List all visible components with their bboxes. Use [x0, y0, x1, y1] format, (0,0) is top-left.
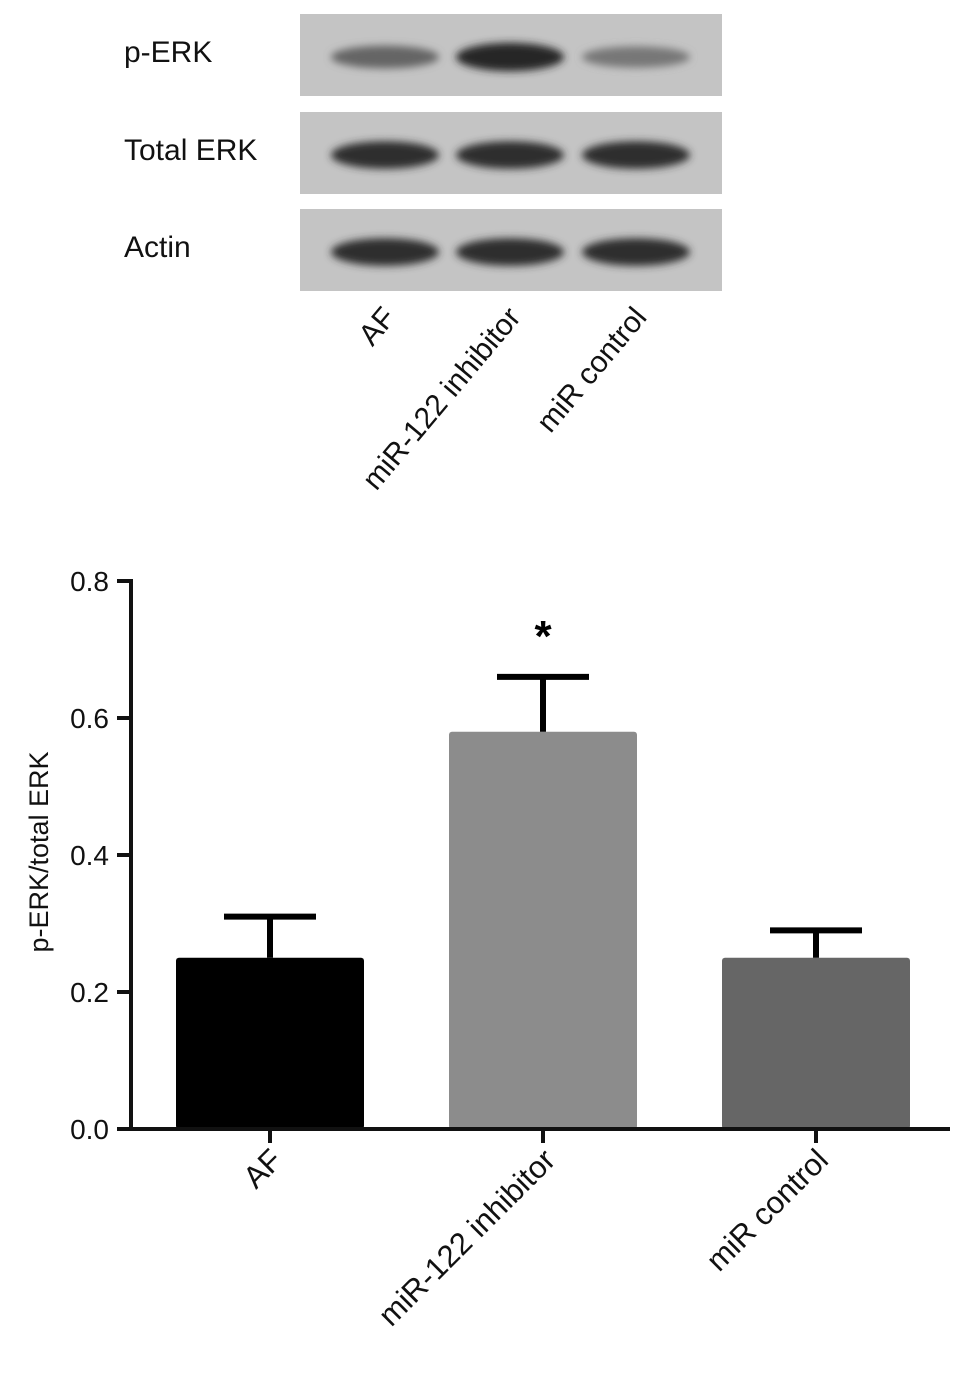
blot-lane-label: AF — [352, 301, 402, 352]
x-tick-label: AF — [236, 1142, 289, 1195]
significance-marker: * — [534, 612, 552, 661]
blot-band — [456, 238, 564, 266]
error-bars — [224, 673, 862, 958]
blot-lane-label: miR control — [531, 301, 654, 438]
blot-row-label: Total ERK — [124, 134, 257, 167]
blot-band — [582, 46, 690, 68]
error-bar — [497, 673, 589, 732]
blot-row: Actin — [124, 209, 722, 291]
y-tick-label: 0.0 — [70, 1114, 109, 1145]
blot-band — [331, 238, 439, 266]
error-bar — [770, 927, 862, 958]
y-axis-title: p-ERK/total ERK — [24, 751, 54, 952]
blot-row: p-ERK — [124, 14, 722, 96]
blot-band — [582, 238, 690, 266]
bar — [449, 731, 637, 1129]
x-tick-label: miR control — [699, 1142, 835, 1278]
bar-chart: 0.0 0.2 0.4 0.6 0.8 * AF miR-122 inhibitor miR… — [24, 566, 950, 1333]
blot-band — [456, 141, 564, 169]
bar — [722, 957, 910, 1129]
bar — [176, 957, 364, 1129]
bars — [176, 731, 910, 1129]
blot-band — [456, 42, 564, 72]
y-tick-label: 0.8 — [70, 566, 109, 597]
x-axis-ticks: AF miR-122 inhibitor miR control — [236, 1129, 835, 1333]
y-tick-label: 0.6 — [70, 703, 109, 734]
blot-band — [331, 45, 439, 69]
annotations: * — [534, 612, 552, 661]
x-tick-label: miR-122 inhibitor — [372, 1142, 562, 1332]
blot-row: Total ERK — [124, 112, 722, 194]
y-tick-label: 0.2 — [70, 977, 109, 1008]
error-bar — [224, 913, 316, 958]
y-tick-label: 0.4 — [70, 840, 109, 871]
blot-band — [582, 141, 690, 169]
blot-band — [331, 141, 439, 169]
blot-row-label: p-ERK — [124, 36, 212, 69]
y-axis-ticks: 0.0 0.2 0.4 0.6 0.8 — [70, 566, 131, 1145]
blot-row-label: Actin — [124, 231, 191, 264]
